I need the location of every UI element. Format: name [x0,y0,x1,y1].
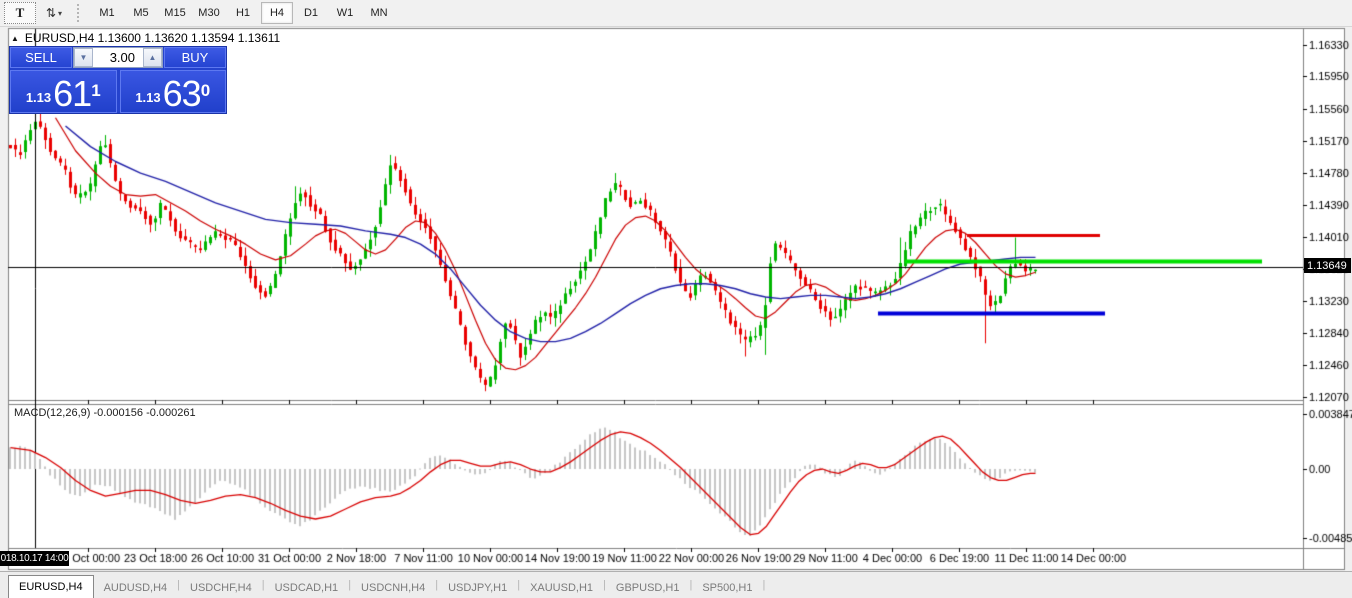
tab-separator: | [762,579,766,591]
sell-price-small: 1.13 [25,90,52,105]
sell-price-big: 61 [53,73,92,114]
cursor-tool-icon: ⇅ [45,6,57,20]
sell-button[interactable]: SELL [10,47,72,68]
chart-header: ▲ EURUSD,H4 1.13600 1.13620 1.13594 1.13… [11,31,280,45]
tab-usdjpy[interactable]: USDJPY,H1 [448,581,508,594]
tab-sp500[interactable]: SP500,H1 [702,581,753,594]
volume-decrease-button[interactable]: ▼ [74,48,93,67]
otc-top-row: SELL ▼ 3.00 ▲ BUY [10,47,226,68]
tab-eurusd[interactable]: EURUSD,H4 [8,575,94,598]
crosshair-price-label: 1.13649 [1304,258,1351,273]
buy-price-big: 63 [162,73,202,114]
volume-control: ▼ 3.00 ▲ [73,47,163,68]
toolbar-grip [77,4,84,22]
tab-separator: | [689,579,693,591]
timeframe-m30-button[interactable]: M30 [198,7,220,19]
volume-input[interactable]: 3.00 [109,50,135,65]
buy-price-small: 1.13 [135,90,161,105]
timeframe-d1-button[interactable]: D1 [303,7,319,19]
sell-price-sup: 1 [91,81,101,100]
timeframe-m15-button[interactable]: M15 [164,7,186,19]
macd-indicator-label: MACD(12,26,9) -0.000156 -0.000261 [14,407,196,419]
symbol-tabs-bar: EURUSD,H4 AUDUSD,H4 | USDCHF,H4 | USDCAD… [0,571,1352,598]
timeframe-m5-button[interactable]: M5 [133,7,149,19]
timeframe-m1-button[interactable]: M1 [99,7,115,19]
tab-separator: | [261,579,265,591]
tab-xauusd[interactable]: XAUUSD,H1 [530,581,594,594]
timeframe-h4-button[interactable]: H4 [261,2,293,24]
tab-usdcad[interactable]: USDCAD,H1 [274,581,339,594]
collapse-panel-icon[interactable]: ▲ [11,33,19,43]
text-tool-button[interactable]: T [4,2,36,24]
tab-gbpusd[interactable]: GBPUSD,H1 [615,581,680,594]
otc-quote-row: 1.13 61 1 1.13 63 0 [10,68,226,113]
timeframe-w1-button[interactable]: W1 [336,7,354,19]
text-tool-icon: T [15,5,25,20]
tab-usdcnh[interactable]: USDCNH,H4 [361,581,426,594]
timeframe-h1-button[interactable]: H1 [235,7,251,19]
chart-title: EURUSD,H4 1.13600 1.13620 1.13594 1.1361… [24,31,281,45]
tab-separator: | [517,579,521,591]
tab-usdchf[interactable]: USDCHF,H4 [190,581,252,594]
tab-audusd[interactable]: AUDUSD,H4 [103,581,168,594]
volume-increase-button[interactable]: ▲ [143,48,162,67]
one-click-trading-panel: SELL ▼ 3.00 ▲ BUY 1.13 61 1 1.13 63 0 [10,47,226,113]
buy-price-sup: 0 [200,81,211,100]
timeframe-mn-button[interactable]: MN [370,7,388,19]
top-toolbar: T ⇅ ▾ M1 M5 M15 M30 H1 H4 D1 W1 MN [0,0,1352,27]
crosshair-time-label: 018.10.17 14:00 [0,551,69,566]
spin-up-icon: ▲ [148,53,157,62]
buy-button[interactable]: BUY [164,47,226,68]
chevron-down-icon: ▾ [58,8,63,18]
tab-separator: | [177,579,181,591]
buy-price-button[interactable]: 1.13 63 0 [119,70,226,114]
tab-separator: | [435,579,439,591]
tab-separator: | [348,579,352,591]
tab-separator: | [603,579,606,591]
cursor-tool-button[interactable]: ⇅ ▾ [38,2,70,24]
sell-price-button[interactable]: 1.13 61 1 [10,70,117,113]
spin-down-icon: ▼ [79,53,88,62]
